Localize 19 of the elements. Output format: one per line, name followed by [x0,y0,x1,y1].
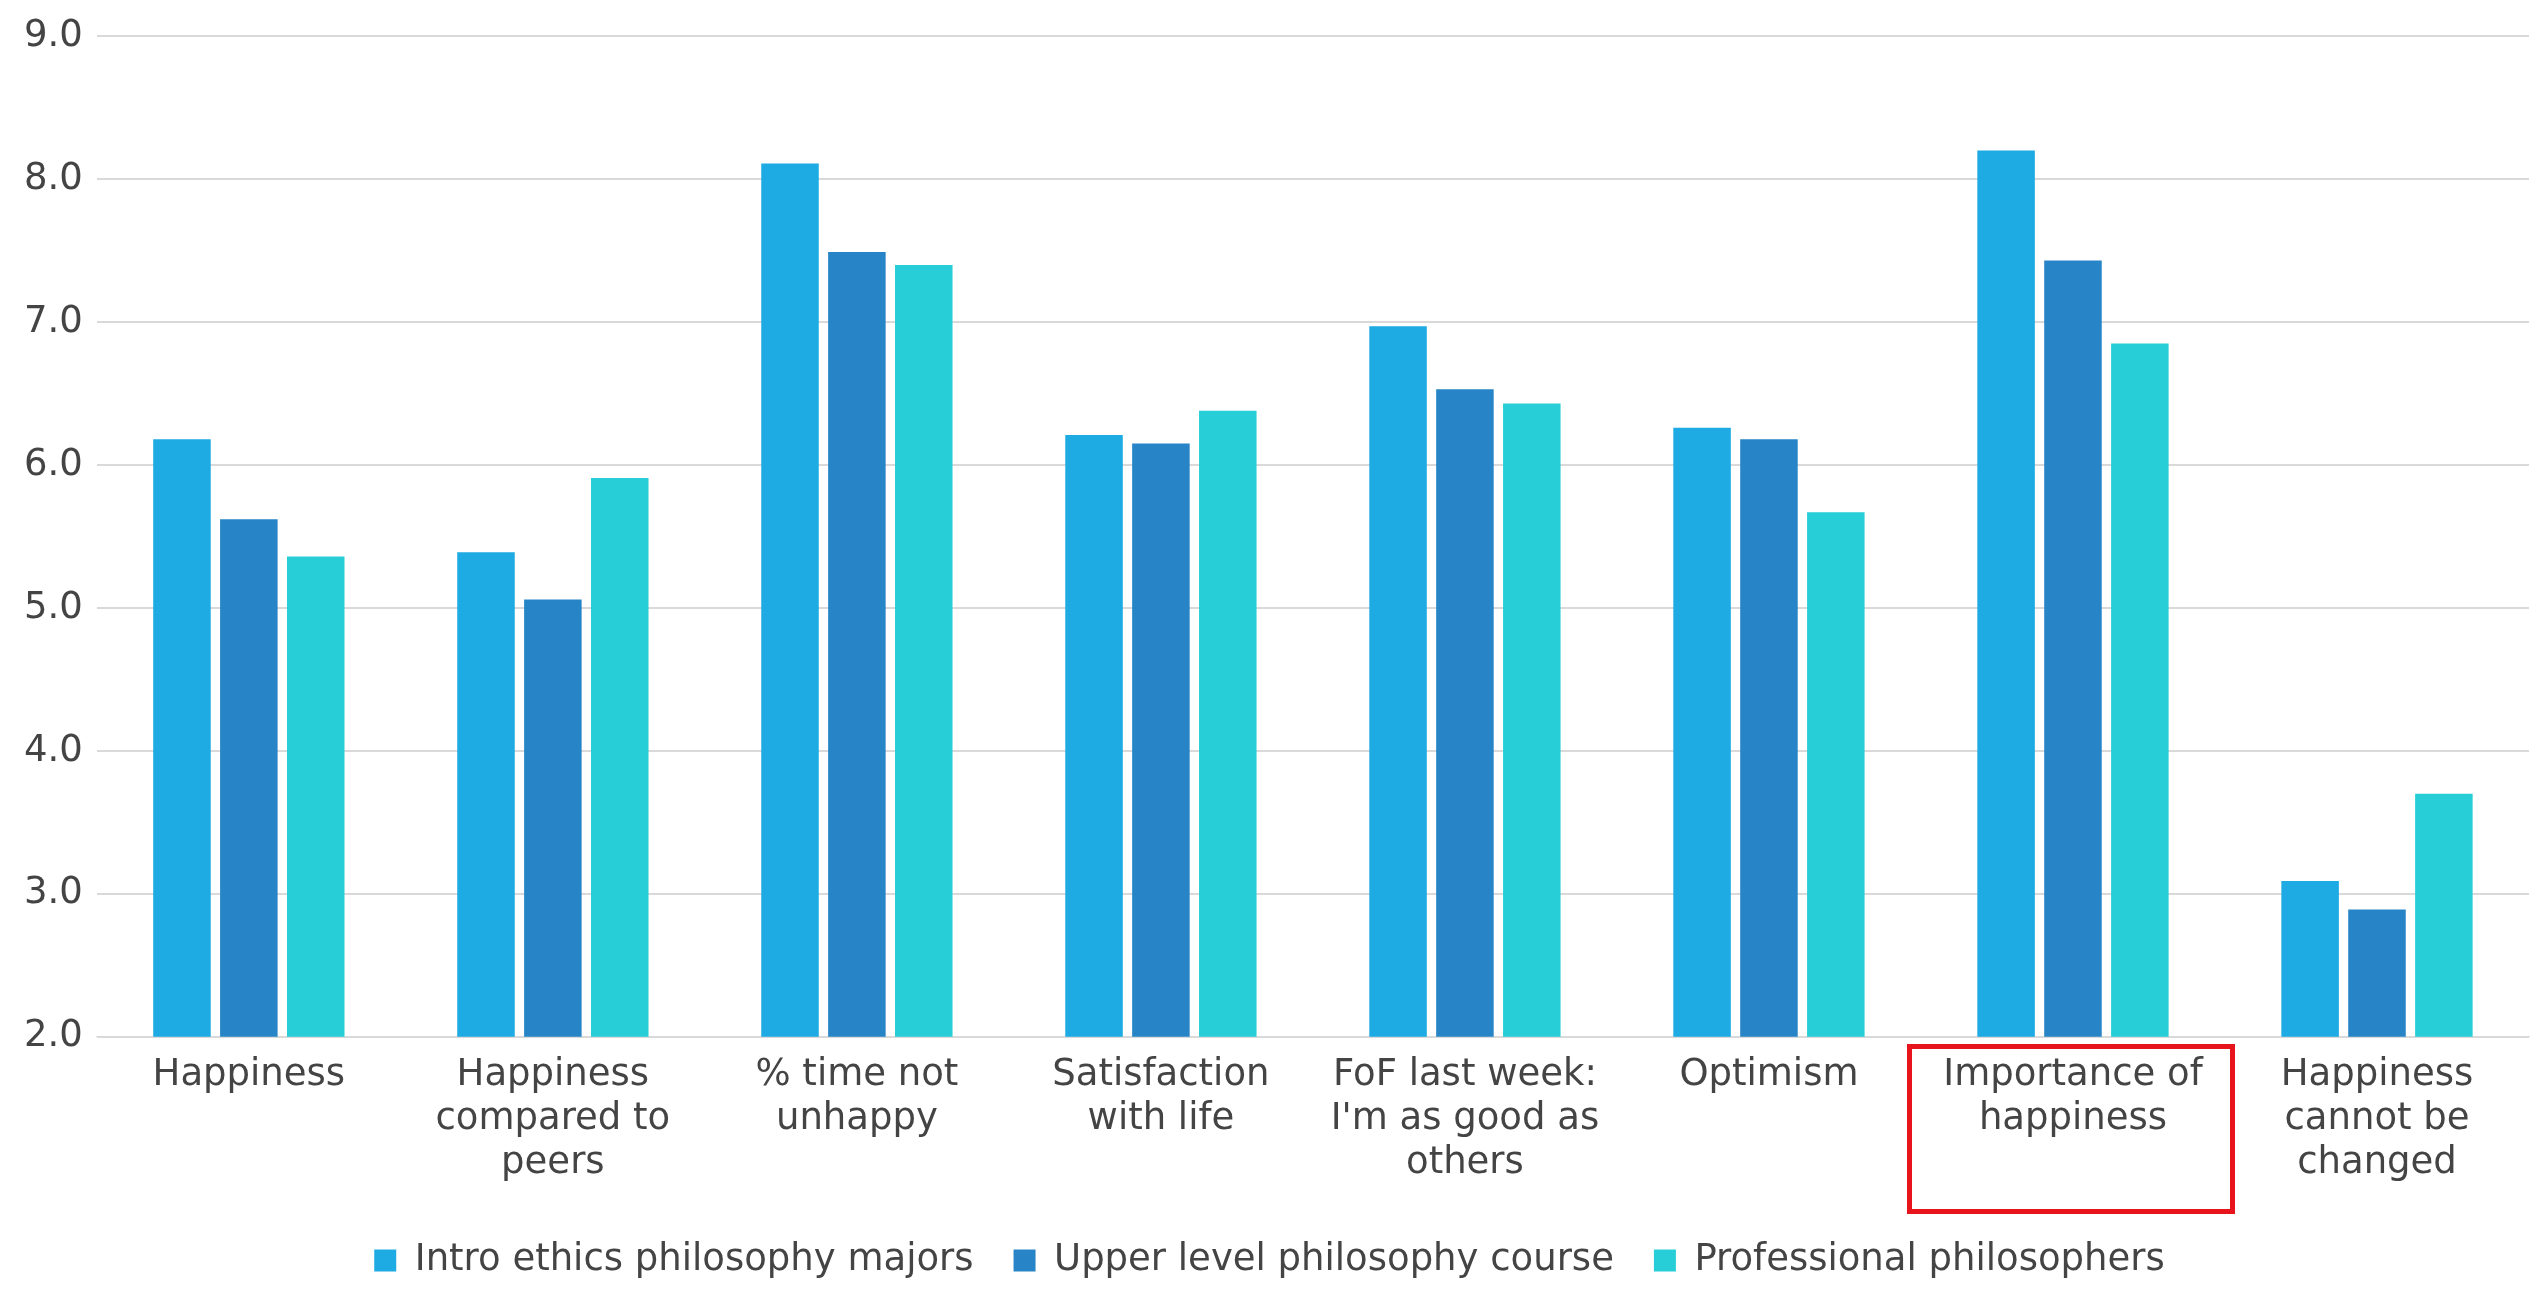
y-tick-label: 8.0 [24,154,83,198]
legend-label: Professional philosophers [1694,1236,2165,1280]
y-tick-label: 2.0 [24,1012,83,1056]
x-tick-label: Importance of happiness [1943,1050,2204,1139]
x-tick-label: % time not unhappy [755,1050,959,1139]
y-tick-label: 3.0 [24,869,83,913]
y-tick-label: 9.0 [24,11,83,55]
x-tick-label: Happiness compared to peers [435,1050,671,1183]
y-tick-label: 4.0 [24,726,83,770]
x-tick-label: Happiness cannot be changed [2280,1050,2474,1183]
x-tick-label: Happiness [152,1050,346,1094]
legend-label: Intro ethics philosophy majors [414,1236,974,1280]
y-tick-label: 6.0 [24,440,83,484]
legend-label: Upper level philosophy course [1054,1236,1614,1280]
y-tick-label: 5.0 [24,583,83,627]
x-tick-label: FoF last week: I'm as good as others [1330,1050,1600,1183]
y-tick-label: 7.0 [24,297,83,341]
x-tick-label: Optimism [1679,1050,1859,1094]
x-tick-label: Satisfaction with life [1052,1050,1270,1139]
